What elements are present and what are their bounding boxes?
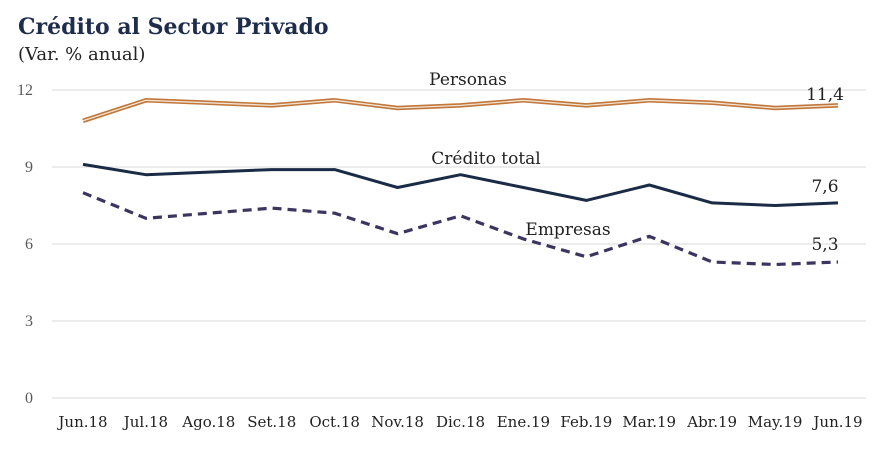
y-tick-label: 9 (25, 159, 33, 176)
series-lines (82, 98, 839, 267)
x-tick-label: Jul.18 (122, 413, 168, 431)
x-tick-label: Oct.18 (309, 413, 360, 431)
end-value-label-personas: 11,4 (806, 85, 844, 105)
y-axis: 0 3 6 9 12 (17, 82, 33, 407)
x-tick-label: Mar.19 (622, 413, 676, 431)
x-tick-label: Dic.18 (436, 413, 485, 431)
annotations: Personas 11,4 Crédito total 7,6 Empresas 5,3 (429, 70, 844, 255)
x-axis: Jun.18 Jul.18 Ago.18 Set.18 Oct.18 Nov.18 Dic.… (56, 413, 862, 431)
x-tick-label: Ago.18 (181, 413, 235, 431)
x-tick-label: Abr.19 (686, 413, 737, 431)
end-value-label-empresas: 5,3 (811, 235, 838, 255)
y-tick-label: 12 (17, 82, 33, 99)
x-tick-label: Ene.19 (497, 413, 550, 431)
series-line-personas-inner (82, 99, 839, 122)
x-tick-label: May.19 (748, 413, 803, 431)
series-line-cr-dito-total (82, 162, 839, 207)
x-tick-label: Jun.19 (811, 413, 862, 431)
y-tick-label: 3 (25, 313, 33, 330)
y-tick-label: 6 (25, 236, 33, 253)
y-tick-label: 0 (25, 390, 33, 407)
chart-subtitle: (Var. % anual) (18, 44, 146, 65)
x-tick-label: Jun.18 (56, 413, 107, 431)
series-label-empresas: Empresas (525, 220, 610, 240)
grid-lines (52, 89, 866, 399)
series-label-personas: Personas (429, 70, 507, 90)
end-value-label-cr-dito-total: 7,6 (811, 177, 838, 197)
series-label-cr-dito-total: Crédito total (431, 149, 540, 169)
chart-title: Crédito al Sector Privado (18, 14, 329, 40)
x-tick-label: Set.18 (247, 413, 296, 431)
x-tick-label: Nov.18 (371, 413, 424, 431)
x-tick-label: Feb.19 (560, 413, 612, 431)
